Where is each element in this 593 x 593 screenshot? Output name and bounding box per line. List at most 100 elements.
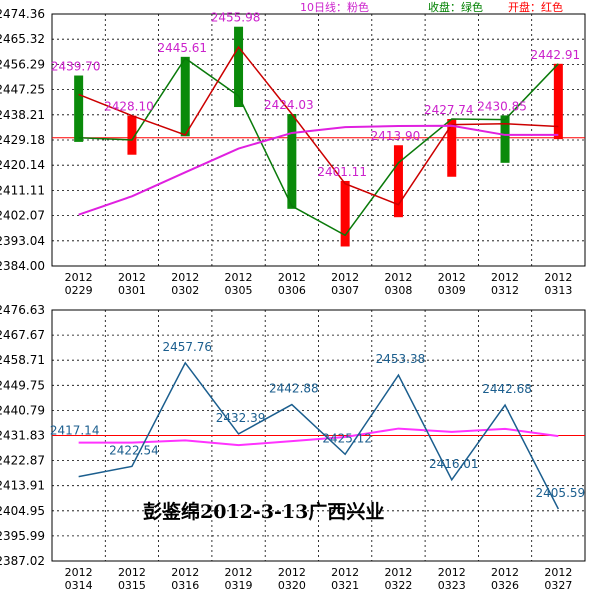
top-xtick-date: 0309 (438, 284, 466, 297)
top-xtick-year: 2012 (544, 271, 572, 284)
author-annotation: 彭鉴绵2012-3-13广西兴业 (143, 500, 384, 523)
top-ytick: 2447.25 (0, 83, 45, 97)
line-value-label: 2425.12 (322, 431, 372, 445)
bottom-ytick: 2431.83 (0, 429, 45, 443)
bottom-xtick-year: 2012 (171, 566, 199, 579)
candle-value-label: 2424.03 (264, 98, 314, 112)
top-ytick: 2411.11 (0, 183, 45, 197)
line-value-label: 2422.54 (109, 443, 159, 457)
top-xtick-date: 0302 (171, 284, 199, 297)
top-ytick: 2384.00 (0, 259, 45, 273)
bottom-xtick-date: 0319 (225, 579, 253, 592)
bottom-xtick-date: 0320 (278, 579, 306, 592)
line-value-label: 2432.39 (216, 411, 266, 425)
open-price-line (78, 45, 559, 206)
line-value-label: 2442.68 (482, 382, 532, 396)
candle-value-label: 2427.74 (424, 103, 474, 117)
top-ytick: 2438.21 (0, 108, 45, 122)
top-xtick-year: 2012 (225, 271, 253, 284)
top-xtick-date: 0306 (278, 284, 306, 297)
top-xtick-date: 0305 (225, 284, 253, 297)
line-value-label: 2417.14 (50, 424, 100, 438)
bottom-xtick-date: 0322 (384, 579, 412, 592)
top-xtick-date: 0301 (118, 284, 146, 297)
bottom-xtick-year: 2012 (544, 566, 572, 579)
bottom-ytick: 2449.75 (0, 378, 45, 392)
top-xtick-year: 2012 (384, 271, 412, 284)
legend-entry: 开盘：红色 (508, 0, 563, 14)
bottom-ma-line (78, 427, 559, 447)
top-xtick-year: 2012 (331, 271, 359, 284)
bottom-ytick: 2476.63 (0, 303, 45, 317)
candle-value-label: 2401.11 (317, 165, 367, 179)
close-price-line (78, 57, 559, 237)
bottom-ytick: 2413.91 (0, 479, 45, 493)
bottom-xtick-year: 2012 (384, 566, 412, 579)
candle-value-label: 2413.90 (371, 129, 421, 143)
bottom-xtick-year: 2012 (65, 566, 93, 579)
candle-value-label: 2442.91 (531, 48, 581, 62)
bottom-xtick-year: 2012 (438, 566, 466, 579)
line-value-label: 2442.88 (269, 382, 319, 396)
candle-value-label: 2455.98 (211, 11, 261, 25)
legend-entry: 10日线：粉色 (300, 0, 369, 14)
bottom-ytick: 2404.95 (0, 504, 45, 518)
candle-body (74, 75, 84, 142)
candle-body (180, 56, 190, 137)
candle-value-label: 2439.70 (51, 60, 101, 74)
bottom-ytick: 2440.79 (0, 403, 45, 417)
bottom-xtick-date: 0327 (544, 579, 572, 592)
top-xtick-date: 0312 (491, 284, 519, 297)
candle-value-label: 2428.10 (104, 100, 154, 114)
line-value-label: 2416.01 (429, 457, 479, 471)
top-xtick-year: 2012 (491, 271, 519, 284)
candle-value-label: 2445.61 (157, 41, 207, 55)
line-value-label: 2453.38 (376, 352, 426, 366)
top-xtick-year: 2012 (118, 271, 146, 284)
candle-body (553, 63, 563, 140)
ma10-line (78, 124, 559, 216)
line-value-label: 2457.76 (162, 340, 212, 354)
top-xtick-date: 0313 (544, 284, 572, 297)
top-ytick: 2465.32 (0, 32, 45, 46)
bottom-xtick-date: 0323 (438, 579, 466, 592)
bottom-xtick-date: 0321 (331, 579, 359, 592)
top-ytick: 2393.04 (0, 234, 45, 248)
top-ytick: 2402.07 (0, 209, 45, 223)
candle-body (340, 180, 350, 247)
bottom-ytick: 2422.87 (0, 454, 45, 468)
candle-value-label: 2430.85 (477, 99, 527, 113)
bottom-ytick: 2387.02 (0, 554, 45, 568)
candle-body (287, 114, 297, 209)
bottom-xtick-year: 2012 (118, 566, 146, 579)
bottom-xtick-date: 0326 (491, 579, 519, 592)
bottom-xtick-year: 2012 (491, 566, 519, 579)
legend-entry: 收盘：绿色 (428, 0, 483, 14)
top-xtick-date: 0308 (384, 284, 412, 297)
top-ytick: 2456.29 (0, 57, 45, 71)
top-ytick: 2474.36 (0, 7, 45, 21)
top-xtick-date: 0229 (65, 284, 93, 297)
candle-body (234, 26, 244, 108)
bottom-xtick-year: 2012 (331, 566, 359, 579)
line-value-label: 2405.59 (536, 486, 586, 500)
top-xtick-year: 2012 (278, 271, 306, 284)
top-panel-candlestick: 2474.36 2465.32 2456.29 2447.25 2438.21 2429.… (0, 0, 586, 297)
candle-body (447, 119, 457, 177)
top-xtick-year: 2012 (171, 271, 199, 284)
candle-body (393, 145, 403, 218)
top-xtick-year: 2012 (438, 271, 466, 284)
bottom-panel-line: 2476.63 2467.67 2458.71 2449.75 2440.79 2431.… (0, 303, 586, 592)
top-xtick-year: 2012 (65, 271, 93, 284)
bottom-xtick-year: 2012 (225, 566, 253, 579)
candle-body (127, 115, 137, 155)
candle-body (500, 115, 510, 163)
bottom-price-line (78, 361, 560, 510)
bottom-xtick-year: 2012 (278, 566, 306, 579)
bottom-xtick-date: 0314 (65, 579, 93, 592)
bottom-ytick: 2467.67 (0, 328, 45, 342)
bottom-ytick: 2395.99 (0, 529, 45, 543)
bottom-ytick: 2458.71 (0, 353, 45, 367)
